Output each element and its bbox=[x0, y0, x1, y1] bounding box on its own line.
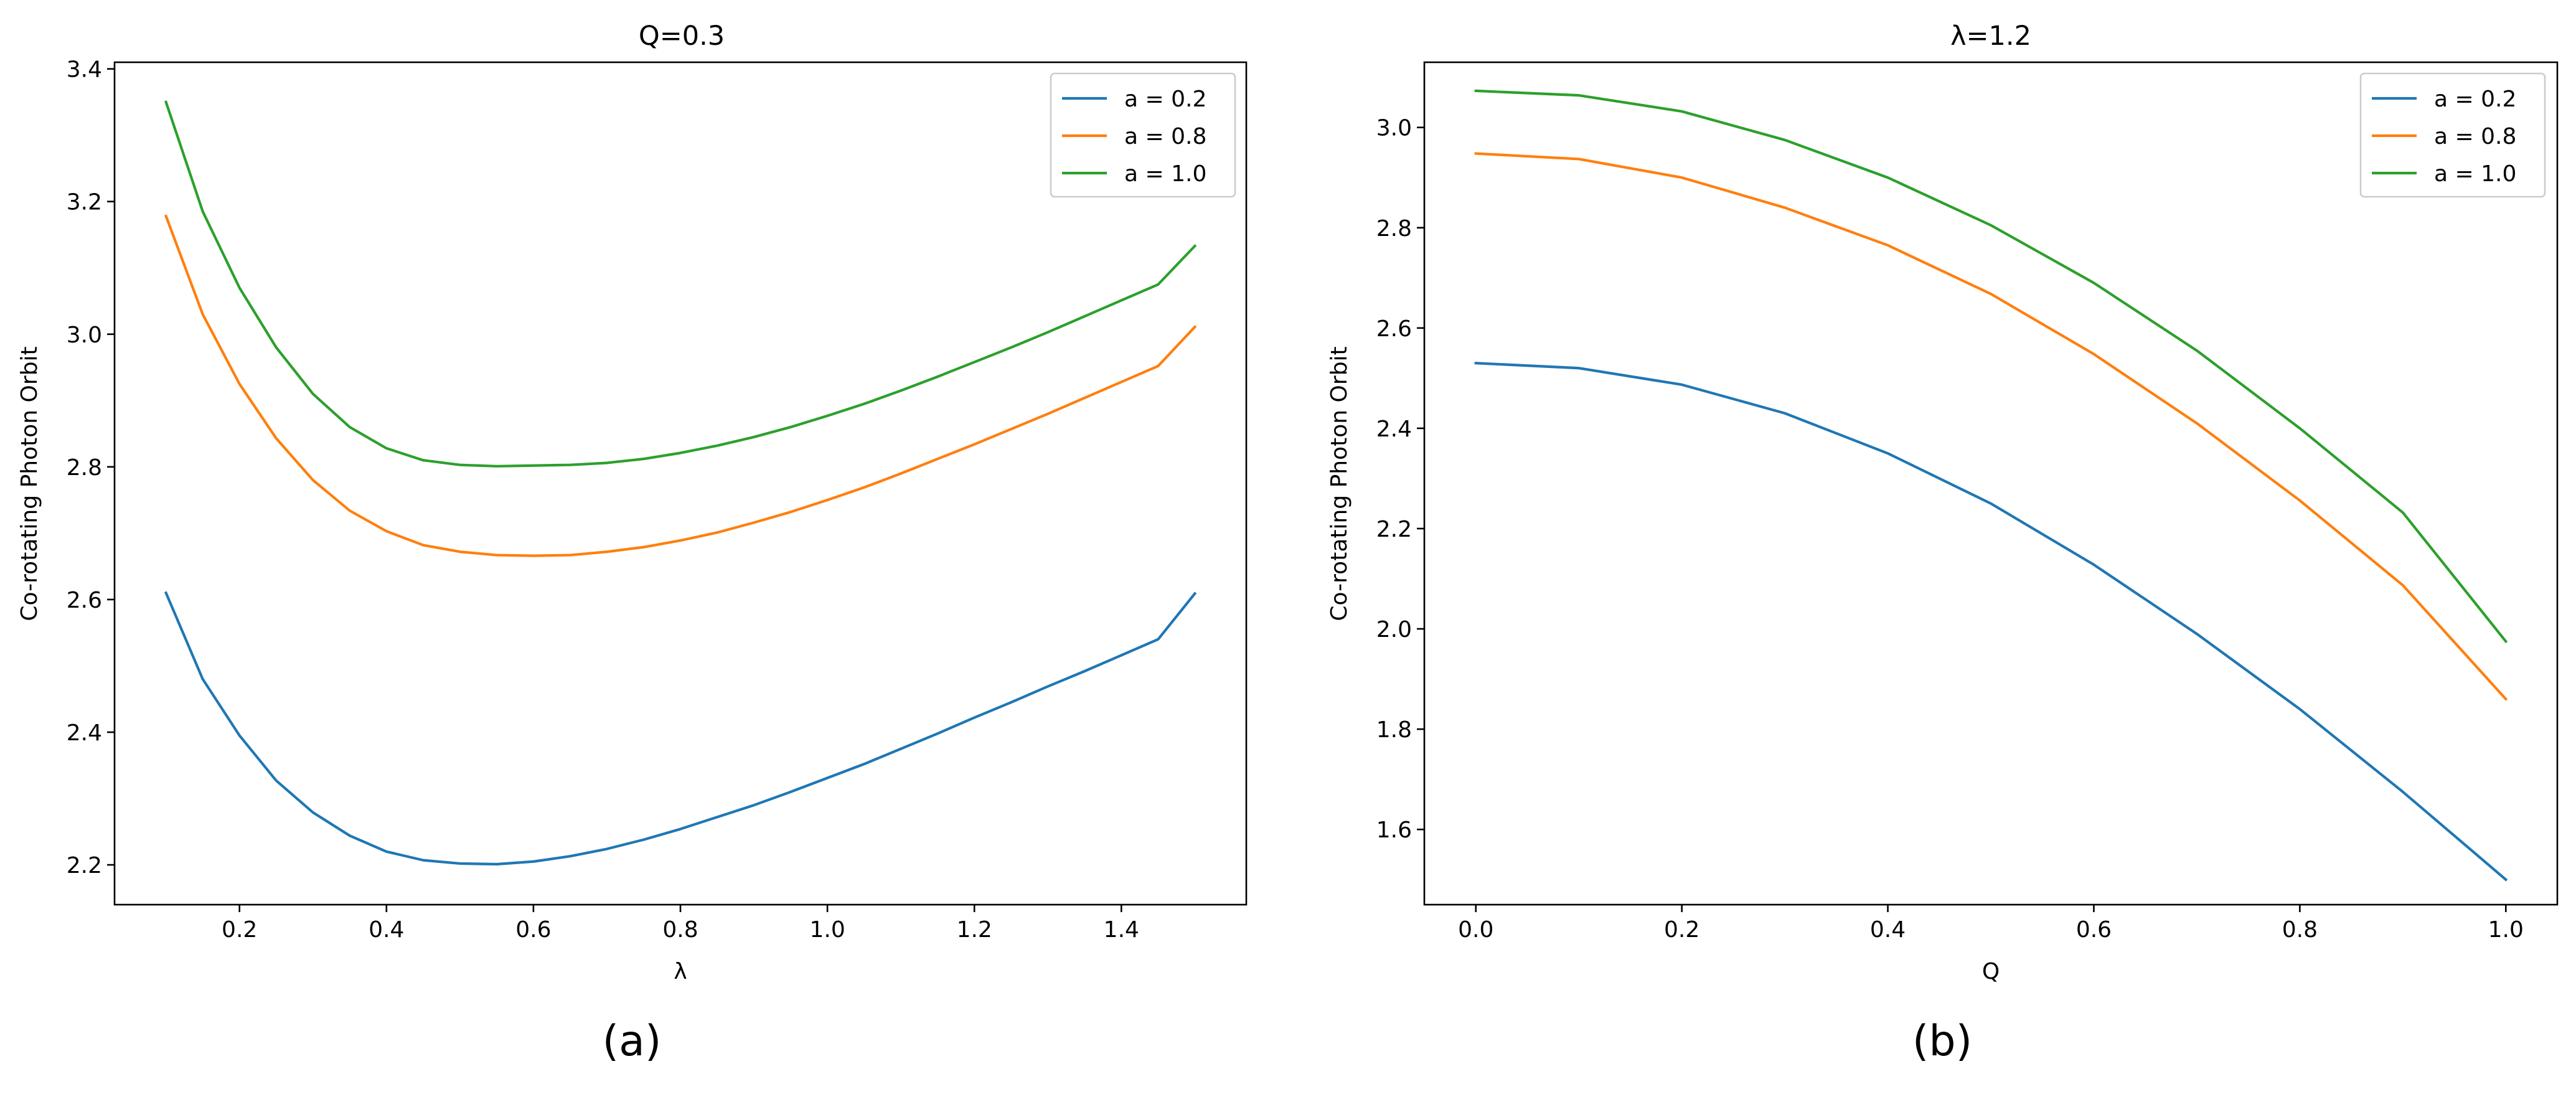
legend-b: a = 0.2 a = 0.8 a = 1.0 bbox=[2359, 72, 2546, 198]
y-tick-label-a: 3.4 bbox=[67, 57, 102, 83]
series-line-a-a-1-0 bbox=[164, 100, 1197, 468]
series-line-a-a-0-8 bbox=[164, 214, 1197, 557]
legend-frame-a bbox=[1050, 72, 1236, 198]
y-tick-label-b: 1.6 bbox=[1376, 817, 1412, 843]
legend-label-a-a-1-0: a = 1.0 bbox=[1124, 161, 1206, 187]
series-line-a-a-0-2 bbox=[164, 591, 1197, 866]
plot-frame-b bbox=[1423, 61, 2559, 906]
chart-title-a: Q=0.3 bbox=[639, 21, 725, 52]
series-layer-b bbox=[1474, 89, 2508, 882]
y-tick-label-b: 1.8 bbox=[1376, 717, 1412, 743]
legend-frame-b bbox=[2359, 72, 2546, 198]
x-tick-label-a: 1.4 bbox=[1104, 917, 1139, 943]
series-layer-a bbox=[164, 100, 1197, 866]
series-line-b-a-1-0 bbox=[1474, 89, 2508, 644]
y-ticks-a: 2.2 2.4 2.6 2.8 3.0 3.2 3.4 bbox=[67, 57, 115, 879]
x-tick-label-a: 0.2 bbox=[222, 917, 257, 943]
y-tick-label-b: 2.4 bbox=[1376, 417, 1412, 442]
chart-title-b: λ=1.2 bbox=[1950, 21, 2031, 52]
chart-panel-a: Q=0.3 0.2 0.4 0.6 0.8 1.0 1.2 1.4 2.2 2.4 2.6 2.8… bbox=[17, 21, 1248, 1066]
y-axis-label-a: Co-rotating Photon Orbit bbox=[17, 346, 42, 621]
x-tick-label-b: 1.0 bbox=[2488, 917, 2524, 943]
panel-caption-b: (b) bbox=[1912, 1017, 1972, 1066]
y-tick-label-b: 2.8 bbox=[1376, 216, 1412, 242]
x-tick-label-a: 1.0 bbox=[809, 917, 845, 943]
y-tick-label-a: 2.8 bbox=[67, 455, 102, 481]
y-axis-label-b: Co-rotating Photon Orbit bbox=[1327, 346, 1352, 621]
panel-caption-a: (a) bbox=[603, 1017, 662, 1066]
x-tick-label-a: 0.8 bbox=[662, 917, 698, 943]
x-tick-label-a: 1.2 bbox=[957, 917, 992, 943]
x-tick-label-b: 0.4 bbox=[1870, 917, 1906, 943]
x-ticks-a: 0.2 0.4 0.6 0.8 1.0 1.2 1.4 bbox=[222, 905, 1139, 943]
legend-a: a = 0.2 a = 0.8 a = 1.0 bbox=[1050, 72, 1236, 198]
x-ticks-b: 0.0 0.2 0.4 0.6 0.8 1.0 bbox=[1458, 905, 2524, 943]
legend-label-a-a-0-8: a = 0.8 bbox=[1124, 124, 1206, 149]
y-ticks-b: 1.6 1.8 2.0 2.2 2.4 2.6 2.8 3.0 bbox=[1376, 116, 1424, 843]
x-tick-label-a: 0.6 bbox=[515, 917, 551, 943]
series-line-b-a-0-2 bbox=[1474, 362, 2508, 882]
x-tick-label-a: 0.4 bbox=[369, 917, 404, 943]
y-tick-label-b: 2.2 bbox=[1376, 517, 1412, 542]
y-tick-label-b: 2.0 bbox=[1376, 617, 1412, 643]
legend-label-a-a-0-2: a = 0.2 bbox=[1124, 87, 1206, 112]
x-axis-label-b: Q bbox=[1982, 959, 2000, 984]
legend-label-b-a-0-8: a = 0.8 bbox=[2434, 124, 2516, 149]
legend-label-b-a-1-0: a = 1.0 bbox=[2434, 161, 2516, 187]
x-axis-label-a: λ bbox=[674, 959, 687, 984]
x-tick-label-b: 0.8 bbox=[2282, 917, 2318, 943]
legend-label-b-a-0-2: a = 0.2 bbox=[2434, 87, 2516, 112]
chart-panel-b: λ=1.2 0.0 0.2 0.4 0.6 0.8 1.0 1.6 1.8 2.0 2.2 2.4… bbox=[1327, 21, 2559, 1066]
y-tick-label-a: 2.2 bbox=[67, 853, 102, 879]
y-tick-label-a: 3.2 bbox=[67, 190, 102, 215]
series-line-b-a-0-8 bbox=[1474, 152, 2508, 701]
x-tick-label-b: 0.6 bbox=[2076, 917, 2112, 943]
y-tick-label-b: 2.6 bbox=[1376, 316, 1412, 342]
x-tick-label-b: 0.0 bbox=[1458, 917, 1493, 943]
x-tick-label-b: 0.2 bbox=[1664, 917, 1699, 943]
y-tick-label-b: 3.0 bbox=[1376, 116, 1412, 141]
y-tick-label-a: 2.4 bbox=[67, 720, 102, 746]
y-tick-label-a: 2.6 bbox=[67, 588, 102, 613]
y-tick-label-a: 3.0 bbox=[67, 323, 102, 348]
